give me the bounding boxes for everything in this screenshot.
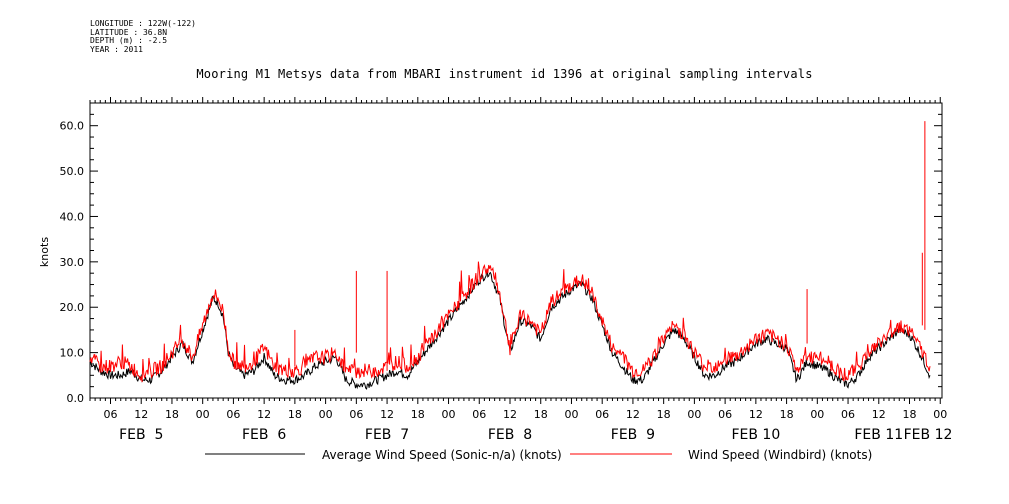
x-tick-label: 06	[472, 408, 486, 421]
series-windbird-wind-speed	[89, 261, 931, 383]
x-tick-label: 00	[933, 408, 947, 421]
y-axis-label: knots	[38, 237, 51, 267]
x-tick-label: 18	[903, 408, 917, 421]
legend-label-average: Average Wind Speed (Sonic-n/a) (knots)	[322, 448, 562, 462]
x-tick-label: 18	[411, 408, 425, 421]
x-tick-label: 12	[380, 408, 394, 421]
date-label: FEB 11	[854, 427, 903, 443]
x-tick-label: 18	[165, 408, 179, 421]
legend-label-windbird: Wind Speed (Windbird) (knots)	[688, 448, 872, 462]
y-tick-label: 40.0	[60, 210, 85, 223]
date-label: FEB 9	[611, 427, 655, 443]
year-label: YEAR : 2011	[90, 44, 143, 54]
depth-label: DEPTH (m) : -2.5	[90, 36, 168, 45]
x-tick-label: 00	[564, 408, 578, 421]
x-tick-label: 06	[349, 408, 363, 421]
y-tick-label: 30.0	[60, 256, 85, 269]
x-tick-label: 18	[534, 408, 548, 421]
y-tick-label: 10.0	[60, 347, 85, 360]
x-tick-label: 00	[687, 408, 701, 421]
y-tick-label: 50.0	[60, 165, 85, 178]
x-tick-label: 00	[810, 408, 824, 421]
date-label: FEB 6	[242, 427, 286, 443]
latitude-label: LATITUDE : 36.8N	[90, 27, 168, 37]
longitude-label: LONGITUDE : 122W(-122)	[90, 19, 196, 28]
x-tick-label: 12	[503, 408, 517, 421]
x-tick-label: 06	[103, 408, 117, 421]
date-label: FEB 12	[904, 427, 953, 443]
x-tick-label: 12	[134, 408, 148, 421]
x-tick-label: 06	[595, 408, 609, 421]
x-tick-label: 12	[626, 408, 640, 421]
x-tick-label: 00	[442, 408, 456, 421]
x-tick-label: 06	[226, 408, 240, 421]
y-tick-label: 20.0	[60, 301, 85, 314]
y-tick-label: 0.0	[67, 392, 85, 405]
x-tick-label: 12	[257, 408, 271, 421]
x-tick-label: 00	[319, 408, 333, 421]
x-tick-label: 18	[657, 408, 671, 421]
date-label: FEB 5	[119, 427, 163, 443]
legend: Average Wind Speed (Sonic-n/a) (knots) W…	[205, 448, 872, 462]
x-tick-label: 18	[780, 408, 794, 421]
date-label: FEB 8	[488, 427, 532, 443]
date-label: FEB 7	[365, 427, 409, 443]
series-average-wind-speed	[89, 268, 931, 390]
x-tick-label: 18	[288, 408, 302, 421]
x-tick-label: 12	[749, 408, 763, 421]
metadata-block: LONGITUDE : 122W(-122) LATITUDE : 36.8N …	[90, 19, 196, 54]
x-tick-label: 12	[872, 408, 886, 421]
y-tick-label: 60.0	[60, 120, 85, 133]
date-label: FEB 10	[731, 427, 780, 443]
chart-title: Mooring M1 Metsys data from MBARI instru…	[196, 67, 813, 81]
x-tick-label: 06	[718, 408, 732, 421]
x-tick-label: 00	[196, 408, 210, 421]
x-tick-label: 06	[841, 408, 855, 421]
